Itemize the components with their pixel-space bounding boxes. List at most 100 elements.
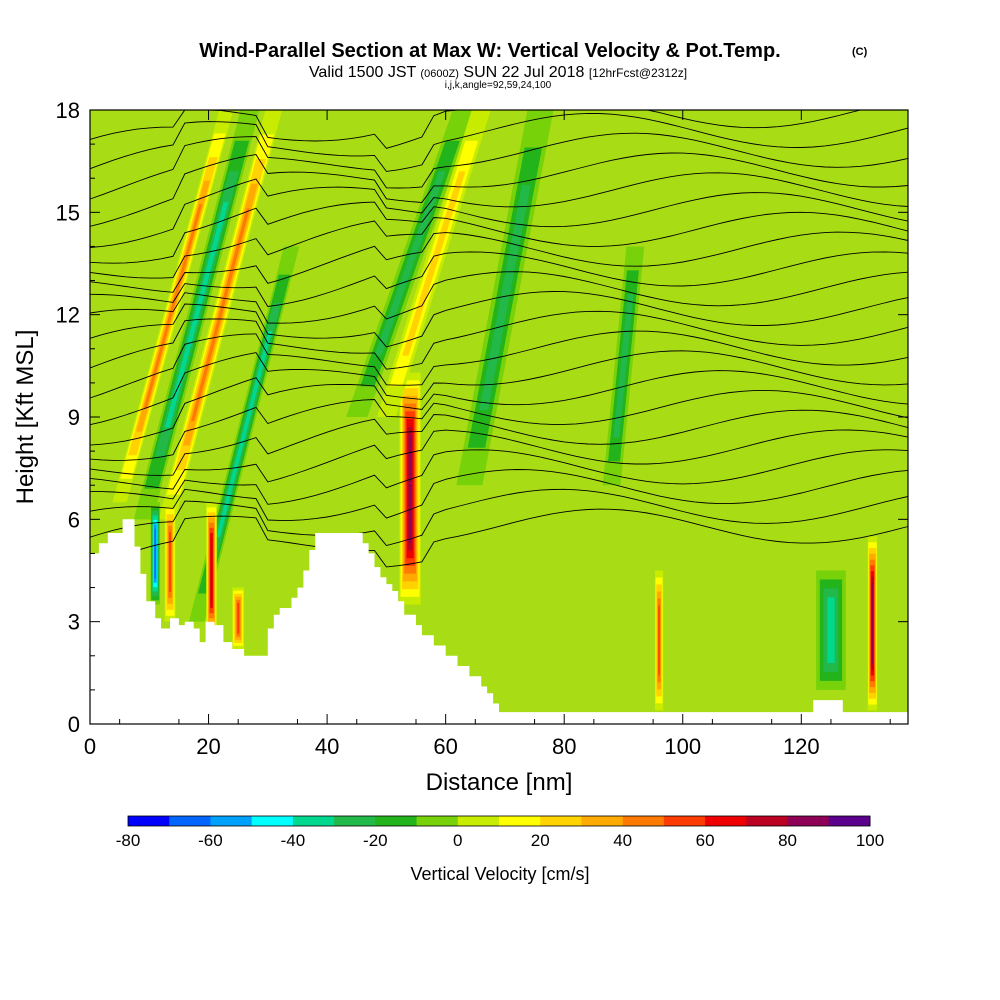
- colorbar-swatch: [705, 816, 747, 826]
- isentrope: [89, 508, 909, 568]
- velocity-field: [112, 110, 878, 711]
- isentrope: [89, 291, 909, 348]
- isentrope: [89, 251, 909, 307]
- x-tick-label: 0: [84, 734, 96, 759]
- colorbar-frame: [127, 815, 871, 827]
- y-tick-label: 15: [56, 200, 80, 225]
- velocity-feature: [150, 502, 160, 605]
- colorbar: -80 -60 -40 -20 0 20 40 60 80 100: [116, 815, 884, 850]
- potential-temperature-contours: [89, 109, 909, 568]
- isentrope: [89, 488, 909, 547]
- isentrope: [89, 389, 909, 461]
- y-tick-label: 9: [68, 405, 80, 430]
- velocity-band: [210, 538, 213, 603]
- x-tick-label: 60: [433, 734, 457, 759]
- isentrope: [89, 172, 909, 248]
- colorbar-swatch: [210, 816, 253, 826]
- colorbar-tick-label: -60: [198, 831, 223, 850]
- colorbar-swatch: [251, 816, 294, 826]
- isentrope: [89, 310, 909, 370]
- velocity-feature: [346, 110, 475, 417]
- colorbar-swatch: [292, 816, 335, 826]
- y-tick-label: 18: [56, 98, 80, 123]
- colorbar-swatch: [499, 816, 541, 826]
- velocity-feature: [456, 110, 554, 486]
- velocity-band: [479, 185, 531, 411]
- colorbar-tick-label: -40: [281, 831, 306, 850]
- y-tick-label: 6: [68, 507, 80, 532]
- colorbar-swatch: [375, 816, 418, 826]
- colorbar-swatch: [828, 816, 871, 826]
- colorbar-tick-label: 0: [453, 831, 462, 850]
- colorbar-swatch: [746, 816, 789, 826]
- velocity-band: [658, 605, 660, 676]
- colorbar-tick-label: 20: [531, 831, 550, 850]
- colorbar-swatch: [169, 816, 211, 826]
- velocity-band: [374, 171, 446, 356]
- isentrope: [89, 469, 909, 521]
- velocity-feature: [602, 246, 645, 486]
- velocity-band: [237, 602, 240, 634]
- subtitle-valid-time: Valid 1500 JST: [309, 64, 417, 81]
- colorbar-swatch: [540, 816, 582, 826]
- chart-subtitle: Valid 1500 JST (0600Z) SUN 22 Jul 2018 […: [309, 64, 687, 81]
- colorbar-swatch: [622, 816, 665, 826]
- colorbar-tick-label: -20: [363, 831, 388, 850]
- velocity-feature: [399, 372, 421, 605]
- isentrope: [89, 192, 909, 264]
- colorbar-tick-label: 100: [856, 831, 884, 850]
- velocity-band: [164, 202, 229, 428]
- chart-params: i,j,k,angle=92,59,24,100: [445, 80, 552, 91]
- velocity-band: [143, 204, 203, 409]
- colorbar-tick-label: 40: [613, 831, 632, 850]
- colorbar-swatch: [581, 816, 624, 826]
- velocity-feature: [654, 570, 664, 711]
- y-tick-label: 3: [68, 610, 80, 635]
- isentrope: [89, 231, 909, 293]
- colorbar-swatch: [457, 816, 500, 826]
- colorbar-tick-label: -80: [116, 831, 141, 850]
- velocity-feature: [816, 570, 846, 690]
- velocity-feature: [232, 587, 245, 649]
- y-tick-label: 12: [56, 303, 80, 328]
- y-tick-label: 0: [68, 712, 80, 737]
- plot-area: [89, 109, 909, 725]
- velocity-feature: [867, 536, 878, 711]
- isentrope: [89, 152, 909, 227]
- colorbar-swatch: [787, 816, 830, 826]
- velocity-feature: [158, 110, 283, 520]
- isentrope: [89, 409, 909, 476]
- chart-title-main: Wind-Parallel Section at Max W: Vertical…: [199, 40, 780, 62]
- subtitle-utc: (0600Z): [420, 68, 459, 80]
- colorbar-label: Vertical Velocity [cm/s]: [410, 864, 589, 884]
- subtitle-date: SUN 22 Jul 2018: [463, 64, 584, 81]
- velocity-band: [169, 532, 171, 592]
- isentrope: [89, 112, 909, 172]
- colorbar-swatch: [334, 816, 376, 826]
- terrain-mask: [90, 519, 908, 724]
- x-axis-label: Distance [nm]: [426, 769, 573, 796]
- colorbar-swatch: [663, 816, 706, 826]
- velocity-band: [216, 330, 273, 538]
- velocity-band: [613, 294, 634, 438]
- x-tick-label: 20: [196, 734, 220, 759]
- isentrope: [89, 350, 909, 426]
- isentrope: [89, 132, 909, 200]
- velocity-feature: [164, 502, 176, 622]
- axes: 0 20 40 60 80 100 120 0 3 6 9 12 15 18: [56, 98, 908, 759]
- velocity-band: [402, 171, 466, 356]
- velocity-band: [191, 208, 250, 422]
- isentrope: [89, 330, 909, 399]
- isentrope: [89, 271, 909, 324]
- x-tick-label: 80: [552, 734, 576, 759]
- isentrope: [89, 211, 909, 279]
- colorbar-tick-label: 60: [696, 831, 715, 850]
- chart-title-mark: (C): [852, 46, 868, 58]
- colorbar-swatch: [416, 816, 459, 826]
- velocity-band: [408, 434, 412, 543]
- isentrope: [89, 429, 909, 490]
- colorbar-tick-label: 80: [778, 831, 797, 850]
- y-axis-label: Height [Kft MSL]: [12, 330, 39, 505]
- velocity-feature: [112, 110, 234, 503]
